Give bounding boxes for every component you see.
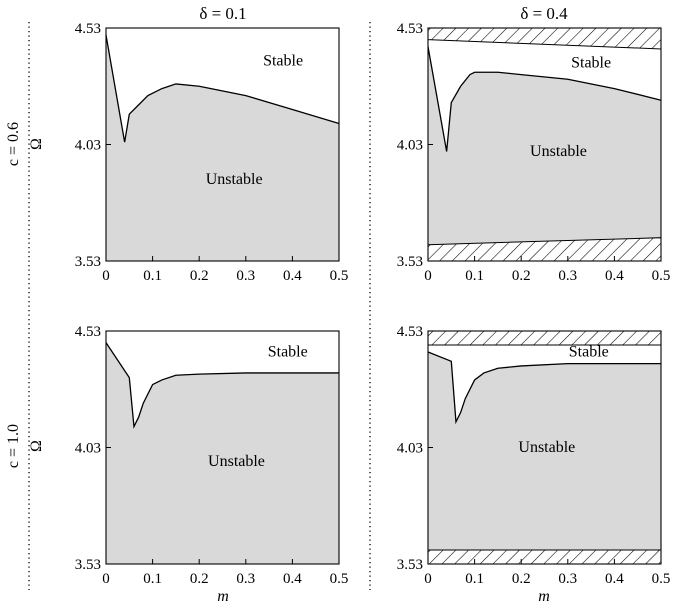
y-tick-label: 3.53 bbox=[397, 557, 423, 573]
x-tick-label: 0.1 bbox=[465, 571, 484, 587]
column-title-delta-0.1: δ = 0.1 bbox=[199, 4, 246, 23]
y-axis-label-top: Ω bbox=[28, 138, 45, 150]
x-tick-label: 0.3 bbox=[558, 571, 577, 587]
x-axis-label-right: m bbox=[538, 588, 550, 604]
stable-label: Stable bbox=[268, 344, 308, 361]
x-tick-label: 0.4 bbox=[283, 571, 302, 587]
panel-3: 0 0.1 0.2 0.3 0.4 0.5 3.53 4.03 4.53 Stable Unstab… bbox=[75, 324, 349, 587]
y-tick-label: 3.53 bbox=[75, 254, 101, 270]
stability-boundary bbox=[105, 342, 339, 429]
unstable-label: Unstable bbox=[530, 143, 587, 160]
hatched-band-1 bbox=[427, 330, 662, 346]
x-tick-label: 0.2 bbox=[512, 268, 531, 284]
x-tick-label: 0.1 bbox=[143, 571, 162, 587]
panel-2: 0 0.1 0.2 0.3 0.4 0.5 3.53 4.03 4.53 Stable Unstab… bbox=[397, 21, 671, 284]
x-tick-label: 0 bbox=[424, 571, 432, 587]
stability-boundary bbox=[427, 351, 661, 425]
y-tick-label: 4.03 bbox=[75, 441, 101, 457]
row-title-c-1.0: c = 1.0 bbox=[5, 424, 22, 468]
panel-4: 0 0.1 0.2 0.3 0.4 0.5 3.53 4.03 4.53 Stable Unstab… bbox=[397, 324, 671, 587]
x-tick-label: 0.3 bbox=[558, 268, 577, 284]
x-tick-label: 0.5 bbox=[330, 571, 349, 587]
x-axis-label-left: m bbox=[217, 588, 229, 604]
y-tick-label: 4.03 bbox=[397, 441, 423, 457]
stable-label: Stable bbox=[569, 344, 609, 361]
x-tick-label: 0.3 bbox=[236, 571, 255, 587]
y-tick-label: 4.03 bbox=[397, 138, 423, 154]
x-tick-label: 0 bbox=[102, 571, 110, 587]
x-tick-label: 0 bbox=[424, 268, 432, 284]
stable-label: Stable bbox=[571, 55, 611, 72]
x-tick-label: 0.1 bbox=[465, 268, 484, 284]
x-tick-label: 0.4 bbox=[283, 268, 302, 284]
unstable-region bbox=[106, 342, 339, 564]
x-tick-label: 0 bbox=[102, 268, 110, 284]
stable-label: Stable bbox=[263, 52, 303, 69]
x-tick-label: 0.2 bbox=[190, 268, 209, 284]
y-tick-label: 4.53 bbox=[75, 324, 101, 340]
x-tick-label: 0.5 bbox=[652, 571, 671, 587]
x-tick-label: 0.3 bbox=[236, 268, 255, 284]
x-tick-label: 0.5 bbox=[330, 268, 349, 284]
unstable-region bbox=[428, 351, 661, 564]
x-tick-label: 0.2 bbox=[512, 571, 531, 587]
y-tick-label: 4.53 bbox=[75, 21, 101, 37]
column-title-delta-0.4: δ = 0.4 bbox=[520, 4, 568, 23]
unstable-label: Unstable bbox=[206, 171, 263, 188]
y-tick-label: 4.53 bbox=[397, 324, 423, 340]
unstable-region bbox=[428, 46, 661, 261]
stability-boundary bbox=[105, 34, 340, 143]
row-title-c-0.6: c = 0.6 bbox=[5, 122, 22, 166]
x-tick-label: 0.4 bbox=[605, 268, 624, 284]
x-tick-label: 0.5 bbox=[652, 268, 671, 284]
x-tick-label: 0.1 bbox=[143, 268, 162, 284]
stability-boundary bbox=[427, 46, 662, 152]
unstable-label: Unstable bbox=[208, 453, 265, 470]
y-tick-label: 4.03 bbox=[75, 138, 101, 154]
y-tick-label: 3.53 bbox=[75, 557, 101, 573]
unstable-region bbox=[106, 34, 339, 261]
y-axis-label-bottom: Ω bbox=[28, 440, 45, 452]
unstable-label: Unstable bbox=[518, 439, 575, 456]
y-tick-label: 3.53 bbox=[397, 254, 423, 270]
hatched-band-2 bbox=[427, 549, 662, 565]
x-tick-label: 0.2 bbox=[190, 571, 209, 587]
panel-1: 0 0.1 0.2 0.3 0.4 0.5 3.53 4.03 4.53 Stable Unstab… bbox=[75, 21, 349, 284]
x-tick-label: 0.4 bbox=[605, 571, 624, 587]
y-tick-label: 4.53 bbox=[397, 21, 423, 37]
